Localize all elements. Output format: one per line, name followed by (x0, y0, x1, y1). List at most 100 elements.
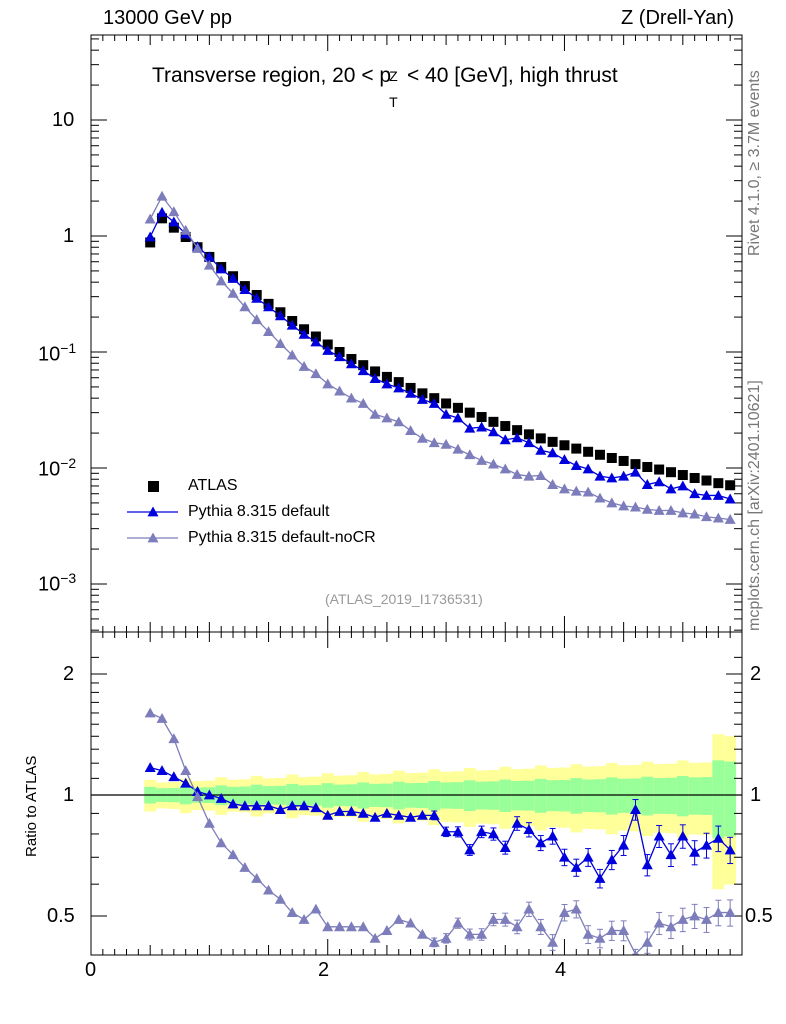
data-point-pythia-8-315-default (606, 472, 618, 483)
data-point-atlas (713, 478, 724, 489)
data-point-atlas (441, 398, 452, 409)
ratio-point-pythia-8-315-default (594, 872, 606, 883)
data-point-pythia-8-315-default-nocr (298, 360, 310, 371)
ratio-point-pythia-8-315-default (689, 846, 701, 857)
data-point-pythia-8-315-default-nocr (487, 458, 499, 469)
data-point-pythia-8-315-default-nocr (523, 470, 535, 481)
data-point-atlas (665, 467, 676, 478)
ratio-point-pythia-8-315-default (168, 771, 180, 782)
data-point-atlas (725, 480, 736, 491)
xtick-label-2: 2 (318, 959, 330, 981)
data-point-pythia-8-315-default-nocr (724, 513, 736, 524)
ratio-point-pythia-8-315-default (582, 851, 594, 862)
ratio-point-pythia-8-315-default (558, 851, 570, 862)
data-point-pythia-8-315-default (582, 463, 594, 474)
ratio-point-pythia-8-315-default-nocr (428, 936, 440, 947)
ratio-band-inner (617, 778, 630, 813)
data-point-pythia-8-315-default (381, 378, 393, 389)
ratio-point-pythia-8-315-default-nocr (393, 914, 405, 924)
data-point-pythia-8-315-default-nocr (310, 368, 322, 379)
data-point-atlas (642, 462, 653, 473)
data-point-atlas (535, 433, 546, 444)
data-point-pythia-8-315-default (618, 470, 630, 481)
ytick-label-0.01: 10−2 (38, 455, 77, 481)
ratio-point-pythia-8-315-default (239, 800, 251, 811)
data-point-pythia-8-315-default (428, 397, 440, 408)
data-point-pythia-8-315-default (298, 328, 310, 339)
ratio-point-pythia-8-315-default-nocr (440, 932, 452, 943)
analysis-watermark: (ATLAS_2019_I1736531) (325, 591, 483, 607)
data-point-pythia-8-315-default (144, 231, 156, 242)
data-point-pythia-8-315-default-nocr (452, 443, 464, 454)
ratio-point-pythia-8-315-default-nocr (416, 928, 428, 939)
ratio-point-pythia-8-315-default-nocr (203, 817, 215, 828)
ratio-point-pythia-8-315-default (535, 837, 547, 848)
ratio-point-pythia-8-315-default-nocr (286, 907, 298, 917)
data-point-atlas (689, 472, 700, 483)
ratio-point-pythia-8-315-default (618, 839, 630, 850)
data-point-pythia-8-315-default-nocr (535, 470, 547, 480)
data-point-pythia-8-315-default-nocr (440, 438, 452, 449)
ratio-band-inner (523, 780, 535, 811)
ratio-point-pythia-8-315-default (251, 800, 263, 811)
data-point-pythia-8-315-default (558, 454, 570, 465)
legend-label-pythia-default: Pythia 8.315 default (188, 503, 330, 520)
data-point-pythia-8-315-default-nocr (192, 243, 204, 253)
data-point-pythia-8-315-default-nocr (274, 338, 286, 349)
data-point-atlas (618, 455, 629, 466)
ratio-point-pythia-8-315-default (215, 793, 227, 803)
header-left-label: 13000 GeV pp (103, 7, 232, 29)
rivet-version-label: Rivet 4.1.0, ≥ 3.7M events (746, 70, 763, 256)
ratio-panel-frame (90, 631, 743, 956)
data-point-atlas (630, 459, 641, 470)
main-series-group (144, 190, 736, 524)
ratio-band-inner (688, 777, 701, 815)
ratio-point-pythia-8-315-default-nocr (523, 903, 535, 914)
data-point-atlas (322, 339, 333, 350)
data-point-pythia-8-315-default (712, 489, 724, 500)
ratio-band-inner (676, 775, 689, 817)
ratio-point-pythia-8-315-default-nocr (381, 925, 393, 935)
ratio-point-pythia-8-315-default-nocr (298, 914, 310, 924)
ytick-label-10: 10 (52, 109, 75, 131)
data-point-pythia-8-315-default (724, 493, 736, 504)
data-point-pythia-8-315-default-nocr (641, 503, 653, 514)
legend (127, 481, 178, 543)
data-point-atlas (571, 443, 582, 454)
ratio-point-pythia-8-315-default (334, 805, 346, 816)
ratio-point-pythia-8-315-default-nocr (582, 928, 594, 939)
ratio-point-pythia-8-315-default-nocr (558, 907, 570, 917)
ratio-point-pythia-8-315-default (653, 830, 665, 841)
data-point-pythia-8-315-default (570, 460, 582, 470)
ratio-ytick-label-0.5-left: 0.5 (47, 905, 75, 927)
ratio-point-pythia-8-315-default (677, 830, 689, 841)
data-point-pythia-8-315-default-nocr (476, 455, 488, 465)
legend-marker-pythia-nocr (147, 532, 159, 543)
data-point-pythia-8-315-default (215, 263, 227, 274)
ratio-point-pythia-8-315-default-nocr (192, 791, 204, 802)
ratio-point-pythia-8-315-default (180, 777, 192, 788)
ratio-point-pythia-8-315-default-nocr (274, 893, 286, 904)
ratio-band-inner (499, 779, 512, 812)
data-point-pythia-8-315-default (689, 488, 701, 499)
ratio-point-pythia-8-315-default (263, 800, 275, 811)
ratio-point-pythia-8-315-default-nocr (215, 837, 227, 848)
data-point-pythia-8-315-default-nocr (689, 508, 701, 519)
ratio-point-pythia-8-315-default-nocr (227, 849, 239, 860)
data-point-atlas (583, 446, 594, 457)
ratio-point-pythia-8-315-default-nocr (547, 936, 559, 947)
ratio-point-pythia-8-315-default-nocr (511, 921, 523, 932)
data-point-pythia-8-315-default-nocr (558, 483, 570, 494)
data-point-pythia-8-315-default-nocr (464, 449, 476, 460)
data-point-pythia-8-315-default-nocr (428, 437, 440, 448)
data-point-pythia-8-315-default (251, 292, 263, 303)
data-point-pythia-8-315-default-nocr (239, 301, 251, 312)
ratio-point-pythia-8-315-default-nocr (618, 925, 630, 935)
ratio-point-pythia-8-315-default (712, 832, 724, 843)
ratio-point-pythia-8-315-default (393, 809, 405, 820)
ratio-point-pythia-8-315-default (203, 789, 215, 800)
ratio-point-pythia-8-315-default (641, 859, 653, 870)
data-point-pythia-8-315-default-nocr (594, 492, 606, 503)
data-point-pythia-8-315-default (535, 444, 547, 455)
ytick-label-1: 1 (63, 225, 75, 247)
